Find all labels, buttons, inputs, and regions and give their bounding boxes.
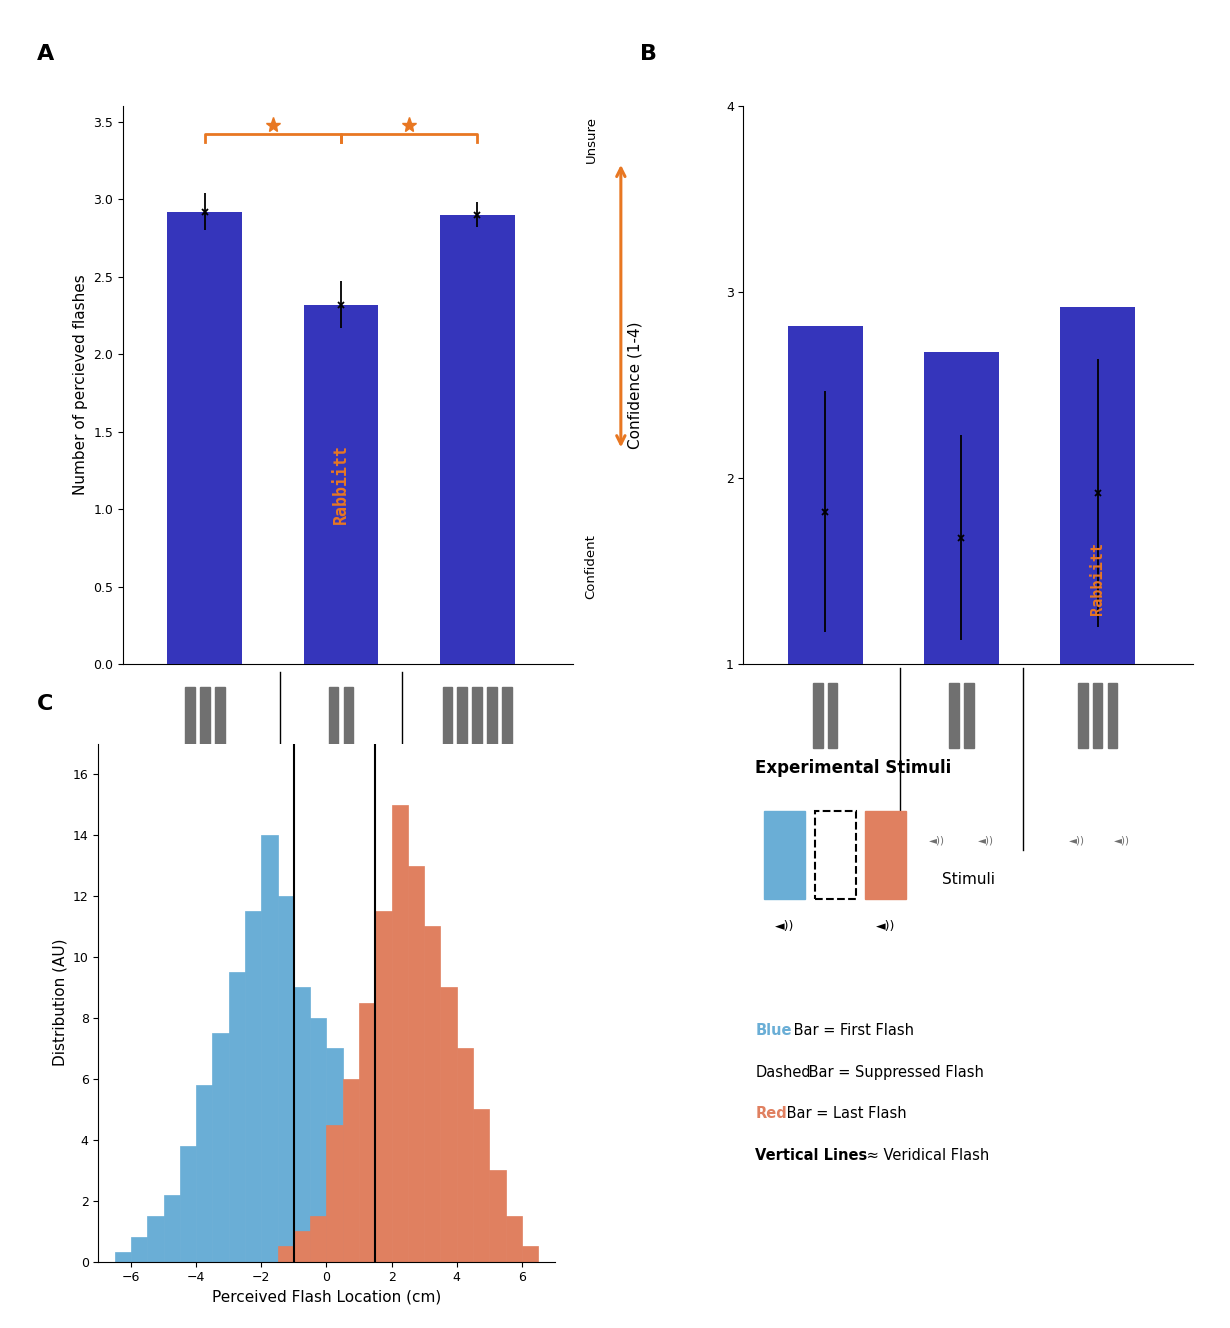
Bar (180, 1146, 196, 1262)
Y-axis label: Distribution (AU): Distribution (AU) (52, 939, 68, 1066)
Bar (375, 911, 391, 1262)
Text: Bar = First Flash: Bar = First Flash (788, 1024, 914, 1038)
Bar (502, 688, 512, 749)
Text: ◄)): ◄)) (1114, 835, 1130, 845)
Bar (326, 1048, 343, 1262)
Bar (474, 1109, 490, 1262)
Text: ◄)): ◄)) (978, 835, 994, 845)
Text: Bar = Suppressed Flash: Bar = Suppressed Flash (803, 1065, 984, 1080)
Bar (359, 1003, 375, 1262)
Bar (164, 1195, 180, 1262)
Bar (310, 1017, 326, 1262)
Bar (245, 911, 261, 1262)
Bar (148, 1216, 164, 1262)
Text: A: A (37, 44, 54, 64)
Text: ◄)): ◄)) (775, 920, 795, 932)
Bar (950, 683, 958, 748)
Bar (213, 1033, 229, 1262)
Bar (1060, 307, 1135, 664)
Bar (278, 896, 294, 1262)
Bar (440, 215, 514, 664)
Text: ◄)): ◄)) (435, 834, 451, 845)
Bar (408, 866, 424, 1262)
Text: Blue: Blue (755, 1024, 792, 1038)
Bar (424, 927, 440, 1262)
Bar (487, 688, 497, 749)
Text: ≈ Veridical Flash: ≈ Veridical Flash (862, 1147, 989, 1162)
Bar (278, 1247, 294, 1262)
Bar (1108, 683, 1118, 748)
Bar (261, 835, 278, 1262)
Bar (813, 683, 823, 748)
Bar (865, 811, 905, 899)
Text: ◄)): ◄)) (470, 834, 486, 845)
Bar (456, 1048, 474, 1262)
Text: Rabbiitt: Rabbiitt (1090, 542, 1106, 615)
Y-axis label: Confidence (1-4): Confidence (1-4) (627, 321, 642, 449)
Bar (440, 988, 456, 1262)
Bar (114, 1252, 130, 1262)
Text: ◄)): ◄)) (876, 920, 895, 932)
Bar (294, 988, 310, 1262)
Text: ◄)): ◄)) (503, 834, 519, 845)
Text: Bar = Last Flash: Bar = Last Flash (782, 1106, 907, 1121)
Text: Dashed: Dashed (755, 1065, 811, 1080)
Bar (506, 1216, 522, 1262)
Bar (343, 688, 353, 749)
Bar (196, 1085, 213, 1262)
Bar (326, 1125, 343, 1262)
Bar (184, 688, 194, 749)
Bar (310, 1216, 326, 1262)
Bar (200, 688, 209, 749)
Text: ◄)): ◄)) (1069, 835, 1085, 845)
Bar (294, 1231, 310, 1262)
Bar (490, 1170, 506, 1262)
Text: Confident: Confident (584, 534, 598, 599)
Text: ◄)): ◄)) (309, 834, 325, 845)
Bar (787, 325, 862, 664)
Bar (924, 352, 999, 664)
Bar (229, 972, 245, 1262)
Bar (522, 1247, 539, 1262)
Bar (343, 1078, 359, 1262)
Text: Experimental Stimuli: Experimental Stimuli (755, 760, 952, 777)
Bar (304, 304, 379, 664)
Bar (828, 683, 838, 748)
Bar (391, 805, 408, 1262)
X-axis label: Perceived Flash Location (cm): Perceived Flash Location (cm) (212, 1289, 442, 1305)
Bar (130, 1238, 148, 1262)
Bar (443, 688, 453, 749)
Text: ◄)): ◄)) (358, 834, 374, 845)
Bar (215, 688, 225, 749)
Y-axis label: Number of percieved flashes: Number of percieved flashes (73, 275, 87, 495)
Bar (458, 688, 467, 749)
Bar (814, 811, 856, 899)
Text: ◄)): ◄)) (929, 835, 945, 845)
Bar (1077, 683, 1087, 748)
Bar (167, 211, 242, 664)
Text: Red: Red (755, 1106, 787, 1121)
Text: B: B (640, 44, 657, 64)
Bar (964, 683, 974, 748)
Text: Stimuli: Stimuli (321, 874, 374, 888)
Bar (472, 688, 482, 749)
Text: Rabbiitt: Rabbiitt (332, 445, 351, 525)
Bar (328, 688, 338, 749)
Text: Unsure: Unsure (584, 116, 598, 162)
Bar (1093, 683, 1102, 748)
Text: C: C (37, 695, 53, 714)
Text: Vertical Lines: Vertical Lines (755, 1147, 867, 1162)
Bar (764, 811, 806, 899)
Text: Stimuli: Stimuli (942, 872, 995, 887)
